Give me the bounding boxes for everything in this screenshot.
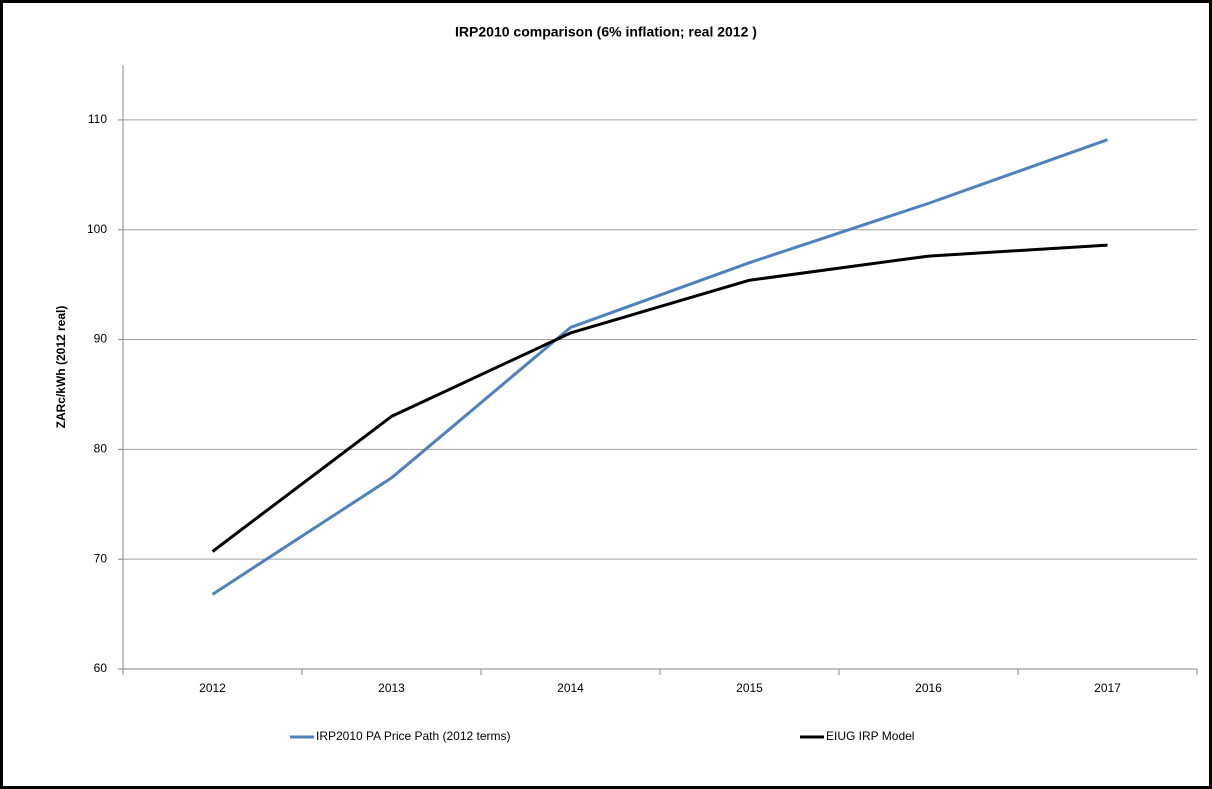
x-tick-label: 2017	[1094, 681, 1121, 695]
y-axis-label: ZARc/kWh (2012 real)	[54, 306, 68, 429]
x-tick-label: 2015	[736, 681, 763, 695]
y-tick-label: 70	[94, 551, 108, 565]
y-tick-label: 60	[94, 661, 108, 675]
x-tick-label: 2013	[378, 681, 405, 695]
chart-title: IRP2010 comparison (6% inflation; real 2…	[455, 24, 757, 40]
series-line	[211, 138, 1109, 596]
x-tick-label: 2012	[199, 681, 226, 695]
legend-label: IRP2010 PA Price Path (2012 terms)	[316, 729, 511, 743]
legend-label: EIUG IRP Model	[826, 729, 914, 743]
y-tick-label: 100	[87, 222, 107, 236]
series-line	[211, 243, 1108, 553]
x-tick-label: 2016	[915, 681, 942, 695]
y-tick-label: 80	[94, 442, 108, 456]
y-tick-label: 90	[94, 332, 108, 346]
y-tick-label: 110	[88, 112, 107, 126]
x-tick-label: 2014	[557, 681, 584, 695]
